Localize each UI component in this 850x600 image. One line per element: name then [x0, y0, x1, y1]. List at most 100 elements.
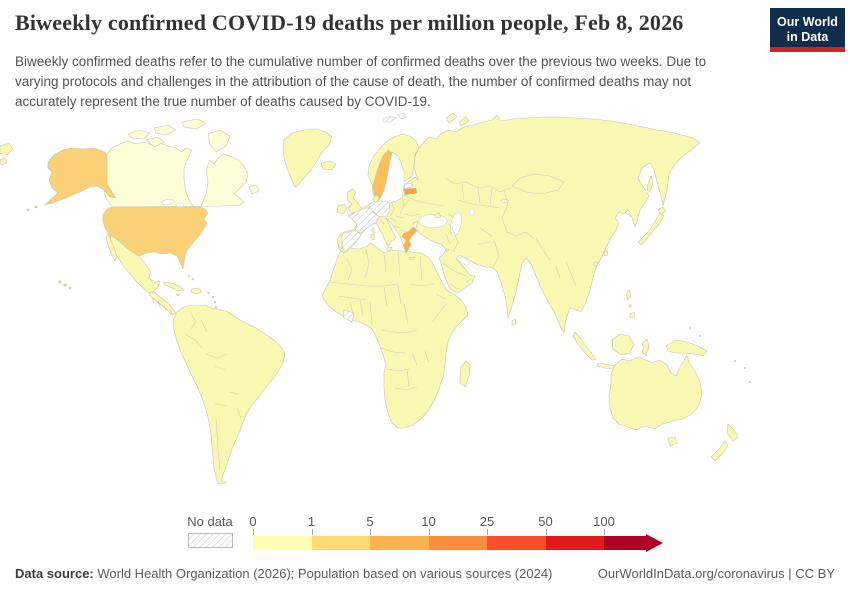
country-sardinia[interactable] — [370, 233, 375, 241]
aleutian-island[interactable] — [26, 208, 30, 212]
antilles-island[interactable] — [213, 300, 217, 304]
legend-bin[interactable] — [545, 536, 604, 550]
country-tasmania[interactable] — [667, 436, 678, 447]
country-canada-island-1[interactable] — [127, 129, 151, 140]
country-borneo[interactable] — [611, 333, 635, 356]
antilles-island[interactable] — [211, 295, 215, 299]
crimea[interactable] — [433, 212, 442, 219]
pacific-island[interactable] — [698, 334, 702, 338]
country-taiwan[interactable] — [603, 249, 609, 257]
country-greece[interactable] — [401, 226, 418, 254]
country-philippines-mindanao[interactable] — [629, 311, 636, 319]
bahamas-island[interactable] — [187, 274, 191, 278]
footer: Data source: World Health Organization (… — [15, 566, 835, 581]
country-usa[interactable] — [102, 206, 209, 270]
continent-north-america — [26, 118, 337, 316]
continent-south-america — [172, 304, 286, 485]
country-puerto-rico[interactable] — [206, 291, 211, 295]
rights-link[interactable]: OurWorldInData.org/coronavirus | CC BY — [597, 566, 835, 581]
continent-eurasia — [0, 112, 701, 334]
country-estonia[interactable] — [403, 182, 414, 189]
legend-tick-label: 50 — [538, 514, 553, 529]
country-canada-island-3[interactable] — [181, 118, 207, 130]
country-iceland[interactable] — [320, 160, 337, 171]
no-data-swatch[interactable] — [188, 533, 233, 548]
country-new-guinea[interactable] — [665, 339, 708, 357]
country-sulawesi[interactable] — [641, 338, 650, 357]
country-ireland[interactable] — [336, 203, 348, 215]
legend-tick-label: 10 — [421, 514, 436, 529]
country-portugal[interactable] — [336, 234, 343, 250]
legend-bin[interactable] — [370, 536, 429, 550]
region-svalbard[interactable] — [382, 115, 397, 123]
legend-tick-label: 1 — [307, 514, 316, 529]
country-canada-newfoundland[interactable] — [248, 184, 260, 195]
region-svalbard-2[interactable] — [397, 112, 408, 120]
antilles-island[interactable] — [214, 305, 218, 309]
country-japan-hokkaido[interactable] — [657, 206, 667, 215]
hawaii-island[interactable] — [68, 286, 72, 290]
country-sicily[interactable] — [385, 246, 393, 252]
legend-tick-mark — [311, 529, 313, 535]
country-border-lines — [147, 173, 632, 471]
chart-subtitle: Biweekly confirmed deaths refer to the c… — [15, 54, 707, 109]
country-france[interactable] — [348, 207, 380, 234]
country-japan[interactable] — [637, 212, 665, 246]
country-madagascar[interactable] — [459, 360, 471, 388]
country-canada[interactable] — [103, 140, 249, 212]
legend-bin[interactable] — [253, 536, 312, 550]
hawaii-island[interactable] — [63, 283, 67, 287]
country-ivory-coast[interactable] — [342, 309, 355, 323]
aral-sea — [469, 208, 475, 216]
country-australia[interactable] — [608, 354, 703, 431]
legend-tick-mark — [428, 529, 430, 535]
region-central-america[interactable] — [148, 291, 177, 316]
region-eurasia-mainland[interactable] — [337, 114, 701, 334]
novaya-zemlya-2[interactable] — [458, 116, 470, 127]
novaya-zemlya[interactable] — [445, 112, 458, 124]
country-sumatra[interactable] — [572, 331, 597, 361]
country-canada-baffin[interactable] — [207, 129, 231, 153]
legend-bin[interactable] — [487, 536, 546, 550]
continent-africa — [321, 242, 471, 429]
country-corsica[interactable] — [371, 227, 375, 234]
country-cyprus[interactable] — [444, 248, 450, 253]
russia-wrap-sliver-2[interactable] — [0, 157, 8, 166]
country-greenland[interactable] — [282, 128, 333, 188]
country-crete[interactable] — [408, 256, 416, 261]
country-canada-island-2[interactable] — [153, 124, 177, 136]
country-sri-lanka[interactable] — [511, 318, 517, 326]
legend-bin[interactable] — [311, 536, 370, 550]
persian-gulf — [456, 256, 470, 266]
page-title: Biweekly confirmed COVID-19 deaths per m… — [15, 10, 684, 35]
country-philippines[interactable] — [625, 289, 632, 301]
bahamas-island[interactable] — [191, 277, 195, 281]
country-sakhalin[interactable] — [646, 175, 654, 193]
legend-bin[interactable] — [604, 536, 646, 550]
country-cuba[interactable] — [163, 281, 185, 292]
country-hispaniola[interactable] — [190, 287, 203, 295]
country-usa-alaska[interactable] — [44, 147, 117, 206]
pacific-island[interactable] — [733, 359, 737, 363]
country-new-zealand-north[interactable] — [726, 423, 739, 442]
country-hainan[interactable] — [593, 261, 599, 267]
owid-logo[interactable]: Our World in Data — [770, 8, 845, 52]
pacific-island[interactable] — [743, 366, 747, 370]
pacific-island[interactable] — [688, 326, 692, 330]
pacific-island[interactable] — [748, 380, 752, 384]
hawaii-island[interactable] — [58, 280, 62, 284]
country-sweden[interactable] — [372, 149, 393, 202]
legend-bin[interactable] — [428, 536, 487, 550]
country-mexico-baja[interactable] — [105, 233, 118, 262]
aleutian-island[interactable] — [34, 205, 38, 209]
country-latvia[interactable] — [403, 187, 418, 196]
country-new-zealand-south[interactable] — [710, 440, 729, 462]
russia-wrap-sliver[interactable] — [0, 142, 14, 156]
map-legend: No data 0 1 5 10 25 50 100 — [0, 514, 850, 558]
country-canada-victoria[interactable] — [145, 136, 165, 148]
region-south-america[interactable] — [172, 304, 286, 485]
region-africa[interactable] — [321, 242, 469, 429]
philippine-island[interactable] — [628, 304, 632, 308]
country-jamaica[interactable] — [175, 293, 181, 297]
country-mexico[interactable] — [109, 235, 161, 294]
